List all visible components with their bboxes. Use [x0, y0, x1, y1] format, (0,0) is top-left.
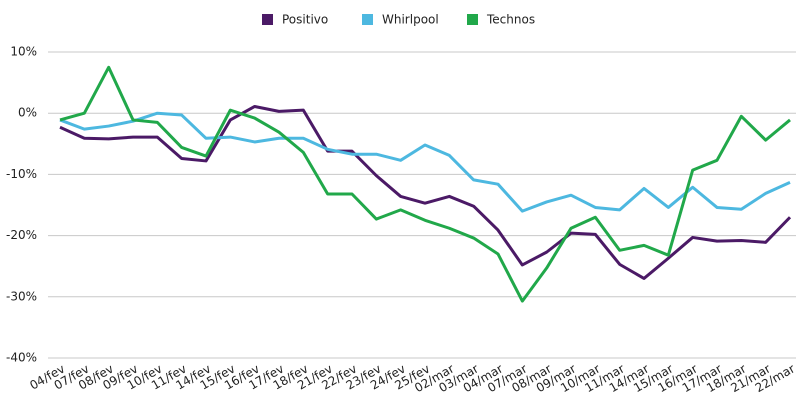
y-tick-label: 0%	[18, 106, 37, 120]
line-series	[59, 111, 791, 213]
legend-marker	[362, 14, 373, 25]
legend-label: Positivo	[282, 13, 328, 27]
y-tick-label: -10%	[6, 167, 37, 181]
y-tick-label: -40%	[6, 351, 37, 365]
line-series	[59, 104, 792, 280]
legend-label: Whirlpool	[382, 13, 439, 27]
y-tick-label: -20%	[6, 228, 37, 242]
y-tick-label: 10%	[10, 45, 37, 59]
legend-marker	[262, 14, 273, 25]
y-tick-label: -30%	[6, 289, 37, 303]
legend-label: Technos	[486, 13, 535, 27]
line-series	[59, 65, 791, 303]
legend-marker	[467, 14, 478, 25]
